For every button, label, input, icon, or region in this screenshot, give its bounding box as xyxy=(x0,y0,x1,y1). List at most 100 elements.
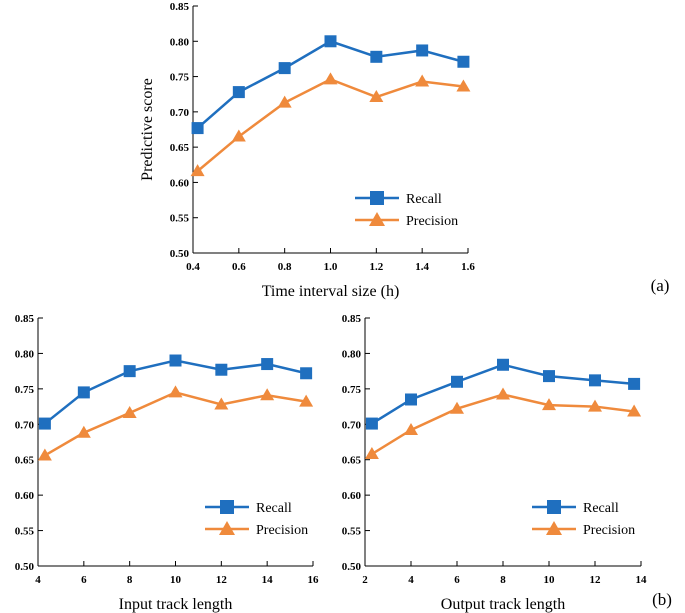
recall-point xyxy=(324,35,337,48)
x-tick-label: 14 xyxy=(636,574,648,586)
legend-recall-label: Recall xyxy=(256,501,292,516)
recall-point xyxy=(123,365,136,378)
precision-point xyxy=(496,387,510,400)
x-tick-label: 6 xyxy=(81,574,87,586)
precision-point xyxy=(214,397,229,410)
recall-point xyxy=(38,417,51,430)
recall-point xyxy=(416,44,429,57)
x-tick-label: 1.4 xyxy=(415,261,429,273)
x-axis-label: Input track length xyxy=(119,596,233,613)
x-tick-label: 10 xyxy=(170,574,182,586)
recall-point xyxy=(370,50,383,63)
precision-point xyxy=(190,164,205,177)
legend-precision-label: Precision xyxy=(406,214,458,229)
precision-point xyxy=(323,72,338,85)
y-tick-label: 0.75 xyxy=(15,384,35,396)
recall-point xyxy=(191,122,204,135)
x-axis-label: Output track length xyxy=(441,596,565,613)
y-tick-label: 0.50 xyxy=(342,561,362,573)
precision-point xyxy=(168,385,183,398)
recall-point xyxy=(232,86,245,99)
x-axis-label: Time interval size (h) xyxy=(262,283,400,300)
panel-label: (a) xyxy=(651,276,670,295)
recall-point xyxy=(77,386,90,399)
precision-point xyxy=(542,398,556,411)
y-tick-label: 0.80 xyxy=(15,348,35,360)
x-tick-label: 12 xyxy=(590,574,602,586)
legend-recall-marker xyxy=(220,500,234,514)
precision-point xyxy=(260,388,275,401)
y-tick-label: 0.65 xyxy=(170,142,190,154)
y-tick-label: 0.70 xyxy=(15,419,35,431)
precision-point xyxy=(37,448,52,461)
chart-panel-1: 0.50 0.55 0.60 0.65 0.70 0.75 0.80 0.85 0.4 0.6 0.… xyxy=(139,1,669,300)
legend-recall-label: Recall xyxy=(583,501,619,516)
x-tick-label: 2 xyxy=(362,574,368,586)
x-tick-label: 4 xyxy=(408,574,414,586)
recall-point xyxy=(497,358,509,371)
panel-label: (b) xyxy=(652,590,672,609)
y-tick-label: 0.85 xyxy=(15,313,35,325)
legend-precision-label: Precision xyxy=(583,523,635,538)
precision-point xyxy=(456,79,471,92)
y-tick-label: 0.75 xyxy=(342,384,362,396)
precision-point xyxy=(122,405,137,418)
precision-point xyxy=(369,90,384,103)
y-tick-label: 0.75 xyxy=(170,72,190,84)
x-tick-label: 16 xyxy=(308,574,320,586)
precision-point xyxy=(627,404,642,417)
y-axis-label: Predictive score xyxy=(139,78,156,181)
legend-recall-label: Recall xyxy=(406,192,442,207)
recall-point xyxy=(543,370,555,383)
y-tick-label: 0.65 xyxy=(15,455,35,467)
recall-point xyxy=(589,374,601,387)
recall-point xyxy=(278,62,291,75)
y-tick-label: 0.70 xyxy=(170,107,190,119)
x-tick-label: 6 xyxy=(454,574,460,586)
y-tick-label: 0.80 xyxy=(170,36,190,48)
chart-panel-3: 0.50 0.55 0.60 0.65 0.70 0.75 0.80 0.85 2 4 6 8 10 12… xyxy=(342,313,672,613)
legend-recall-marker xyxy=(547,500,561,514)
x-tick-label: 1.6 xyxy=(461,261,475,273)
recall-point xyxy=(261,358,274,371)
y-tick-label: 0.85 xyxy=(342,313,362,325)
precision-point xyxy=(231,129,246,142)
y-tick-label: 0.85 xyxy=(170,1,190,13)
legend-precision-marker xyxy=(369,212,385,226)
precision-point xyxy=(364,447,379,460)
x-tick-label: 4 xyxy=(35,574,41,586)
legend-precision-marker xyxy=(546,521,562,535)
recall-point xyxy=(169,354,182,367)
x-tick-label: 10 xyxy=(544,574,556,586)
x-tick-label: 8 xyxy=(127,574,133,586)
x-tick-label: 0.6 xyxy=(232,261,246,273)
precision-point xyxy=(404,422,418,435)
precision-line xyxy=(44,391,307,457)
recall-point xyxy=(215,363,228,376)
y-tick-label: 0.60 xyxy=(170,177,190,189)
recall-point xyxy=(628,377,641,390)
precision-point xyxy=(277,95,292,108)
x-tick-label: 0.4 xyxy=(186,261,200,273)
x-tick-label: 14 xyxy=(262,574,274,586)
legend-precision-label: Precision xyxy=(256,523,308,538)
precision-point xyxy=(450,401,464,414)
recall-point xyxy=(300,367,313,380)
y-tick-label: 0.50 xyxy=(170,248,190,260)
x-tick-label: 1.2 xyxy=(369,261,383,273)
y-tick-label: 0.50 xyxy=(15,561,35,573)
precision-point xyxy=(415,74,430,87)
x-tick-label: 12 xyxy=(216,574,228,586)
recall-point xyxy=(457,55,470,68)
precision-point xyxy=(588,399,602,412)
y-tick-label: 0.70 xyxy=(342,419,362,431)
precision-point xyxy=(76,425,91,438)
y-tick-label: 0.60 xyxy=(15,490,35,502)
recall-point xyxy=(405,393,417,406)
legend-precision-marker xyxy=(219,521,235,535)
chart-panel-2: 0.50 0.55 0.60 0.65 0.70 0.75 0.80 0.85 4 6 8 10 12 1… xyxy=(15,313,319,613)
x-tick-label: 8 xyxy=(500,574,506,586)
y-tick-label: 0.80 xyxy=(342,348,362,360)
y-tick-label: 0.55 xyxy=(342,526,362,538)
